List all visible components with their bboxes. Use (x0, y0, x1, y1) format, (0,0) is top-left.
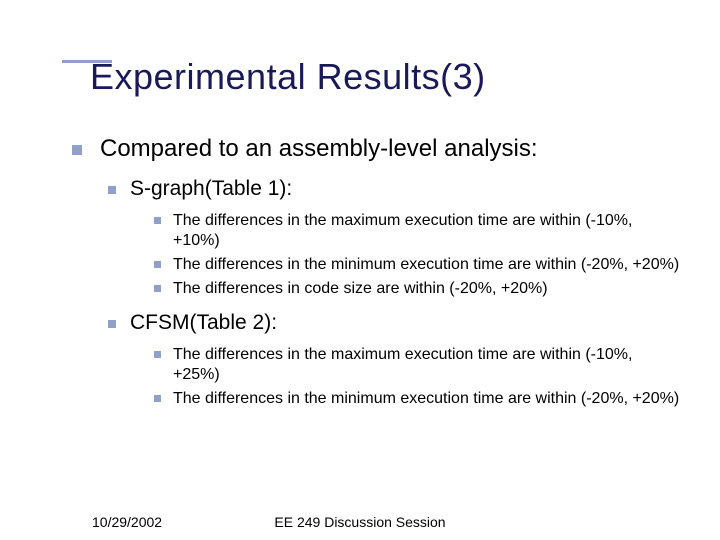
sgraph-item-2: The differences in code size are within … (173, 279, 548, 299)
bullet-l3: The differences in the minimum execution… (154, 389, 680, 409)
cfsm-item-0: The differences in the maximum execution… (173, 345, 680, 385)
cfsm-item-1: The differences in the minimum execution… (173, 389, 679, 409)
bullet-l2-cfsm: CFSM(Table 2): (108, 311, 680, 335)
bullet-l3: The differences in the maximum execution… (154, 211, 680, 251)
sgraph-item-1: The differences in the minimum execution… (173, 255, 679, 275)
bullet-square-icon (154, 351, 161, 358)
bullet-square-icon (154, 217, 161, 224)
slide-content: Compared to an assembly-level analysis: … (72, 135, 680, 413)
bullet-l1: Compared to an assembly-level analysis: (72, 135, 680, 163)
bullet-square-icon (72, 145, 82, 155)
bullet-l3: The differences in code size are within … (154, 279, 680, 299)
slide-title: Experimental Results(3) (90, 56, 486, 98)
l1-text: Compared to an assembly-level analysis: (100, 135, 538, 163)
bullet-square-icon (108, 186, 116, 194)
bullet-l3: The differences in the maximum execution… (154, 345, 680, 385)
sgraph-heading: S-graph(Table 1): (130, 177, 292, 201)
bullet-square-icon (108, 320, 116, 328)
bullet-square-icon (154, 261, 161, 268)
bullet-l3: The differences in the minimum execution… (154, 255, 680, 275)
footer-session: EE 249 Discussion Session (0, 514, 720, 530)
cfsm-heading: CFSM(Table 2): (130, 311, 277, 335)
bullet-square-icon (154, 395, 161, 402)
bullet-square-icon (154, 285, 161, 292)
bullet-l2-sgraph: S-graph(Table 1): (108, 177, 680, 201)
sgraph-item-0: The differences in the maximum execution… (173, 211, 680, 251)
